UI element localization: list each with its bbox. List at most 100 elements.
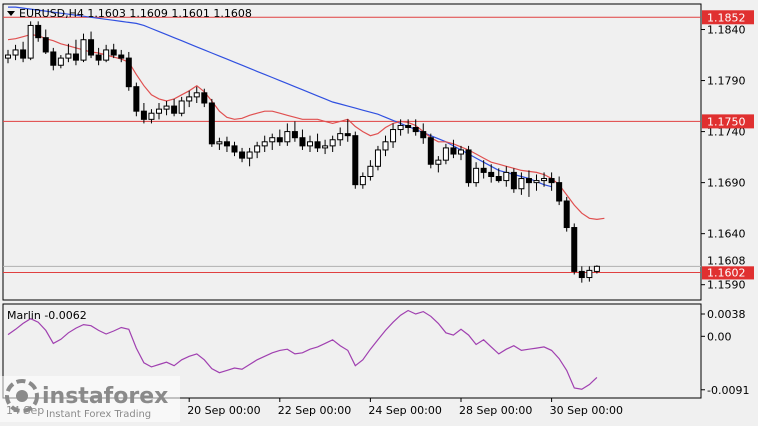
candle[interactable] xyxy=(450,139,457,159)
candle[interactable] xyxy=(367,160,374,181)
candle[interactable] xyxy=(533,174,540,191)
candle[interactable] xyxy=(35,21,42,42)
candle[interactable] xyxy=(140,103,147,124)
candle[interactable] xyxy=(193,86,200,104)
candle[interactable] xyxy=(465,145,472,187)
candle[interactable] xyxy=(72,39,79,66)
candle[interactable] xyxy=(261,135,268,152)
candle[interactable] xyxy=(329,135,336,152)
candle[interactable] xyxy=(435,156,442,173)
candle[interactable] xyxy=(239,147,246,163)
candle[interactable] xyxy=(503,166,510,187)
time-tick-label: 22 Sep 00:00 xyxy=(278,404,351,417)
candle[interactable] xyxy=(518,172,525,195)
candle[interactable] xyxy=(103,44,110,63)
candle[interactable] xyxy=(473,162,480,187)
candle[interactable] xyxy=(352,131,359,189)
candle[interactable] xyxy=(50,47,57,71)
candle[interactable] xyxy=(231,141,238,157)
candle[interactable] xyxy=(442,143,449,165)
candle[interactable] xyxy=(593,265,600,274)
candle[interactable] xyxy=(156,103,162,120)
candle[interactable] xyxy=(65,43,72,63)
candle[interactable] xyxy=(88,31,95,59)
candle[interactable] xyxy=(322,139,329,155)
candle[interactable] xyxy=(480,160,487,179)
candle[interactable] xyxy=(163,100,170,116)
candle[interactable] xyxy=(427,133,434,169)
candle[interactable] xyxy=(571,223,578,275)
candle[interactable] xyxy=(254,141,261,159)
indicator-tick-label: 0.00 xyxy=(707,330,732,343)
candle[interactable] xyxy=(216,137,223,150)
candle[interactable] xyxy=(201,88,208,108)
price-tick-label: 1.1840 xyxy=(707,24,746,37)
candle[interactable] xyxy=(488,164,495,183)
candle-body-bear xyxy=(299,137,306,147)
candle-body-bear xyxy=(412,127,419,133)
candle[interactable] xyxy=(148,109,155,124)
candle[interactable] xyxy=(382,135,389,157)
candle[interactable] xyxy=(299,129,306,150)
candle[interactable] xyxy=(374,145,381,171)
candle[interactable] xyxy=(178,96,185,117)
candle-body-bull xyxy=(80,39,87,61)
candle-body-bull xyxy=(254,145,261,153)
candle[interactable] xyxy=(390,123,397,148)
candle-body-bull xyxy=(503,171,510,182)
candle[interactable] xyxy=(171,98,178,117)
candle[interactable] xyxy=(578,266,585,283)
candle[interactable] xyxy=(110,43,117,59)
candle[interactable] xyxy=(337,127,344,146)
instaforex-logo-icon xyxy=(5,379,39,413)
price-tick-label: 1.1590 xyxy=(707,279,746,292)
candle[interactable] xyxy=(548,172,555,191)
candle[interactable] xyxy=(307,135,313,152)
candle[interactable] xyxy=(276,129,283,146)
candle[interactable] xyxy=(291,121,298,142)
candle[interactable] xyxy=(314,133,321,152)
triangle-down-icon[interactable] xyxy=(7,11,15,16)
candle[interactable] xyxy=(133,82,140,117)
candle[interactable] xyxy=(541,172,548,187)
candle[interactable] xyxy=(223,136,230,152)
candle[interactable] xyxy=(95,47,102,66)
candle[interactable] xyxy=(20,41,27,63)
candle[interactable] xyxy=(57,55,64,69)
candle[interactable] xyxy=(344,119,351,142)
candle[interactable] xyxy=(510,168,517,193)
candle[interactable] xyxy=(525,170,532,197)
current-price-label-bg xyxy=(702,253,754,267)
candle[interactable] xyxy=(5,49,11,64)
candle[interactable] xyxy=(458,145,464,161)
time-tick-label: 20 Sep 00:00 xyxy=(187,404,260,417)
candle-body-bear xyxy=(465,149,472,184)
candle[interactable] xyxy=(27,21,34,61)
candle-body-bull xyxy=(284,131,291,143)
candle[interactable] xyxy=(12,44,19,61)
candle[interactable] xyxy=(284,123,291,146)
candle[interactable] xyxy=(186,90,193,108)
candle-body-bull xyxy=(103,49,110,61)
candle[interactable] xyxy=(397,119,404,136)
candle[interactable] xyxy=(118,49,125,63)
candle[interactable] xyxy=(80,33,87,63)
candle-body-bear xyxy=(556,182,563,202)
candle-body-bull xyxy=(382,141,389,151)
candle-body-bull xyxy=(518,178,525,190)
candle[interactable] xyxy=(359,172,366,189)
candle[interactable] xyxy=(412,119,419,136)
candle[interactable] xyxy=(208,98,215,147)
candle[interactable] xyxy=(495,168,502,183)
candle[interactable] xyxy=(42,29,49,55)
candle[interactable] xyxy=(586,266,593,282)
candle[interactable] xyxy=(269,133,276,150)
candle[interactable] xyxy=(420,123,427,144)
candle-body-bull xyxy=(367,165,374,177)
candle[interactable] xyxy=(556,176,563,206)
candle[interactable] xyxy=(125,51,132,91)
candle[interactable] xyxy=(405,119,412,134)
level-label-bg xyxy=(702,114,754,129)
candle[interactable] xyxy=(563,196,570,232)
candle[interactable] xyxy=(246,147,253,167)
